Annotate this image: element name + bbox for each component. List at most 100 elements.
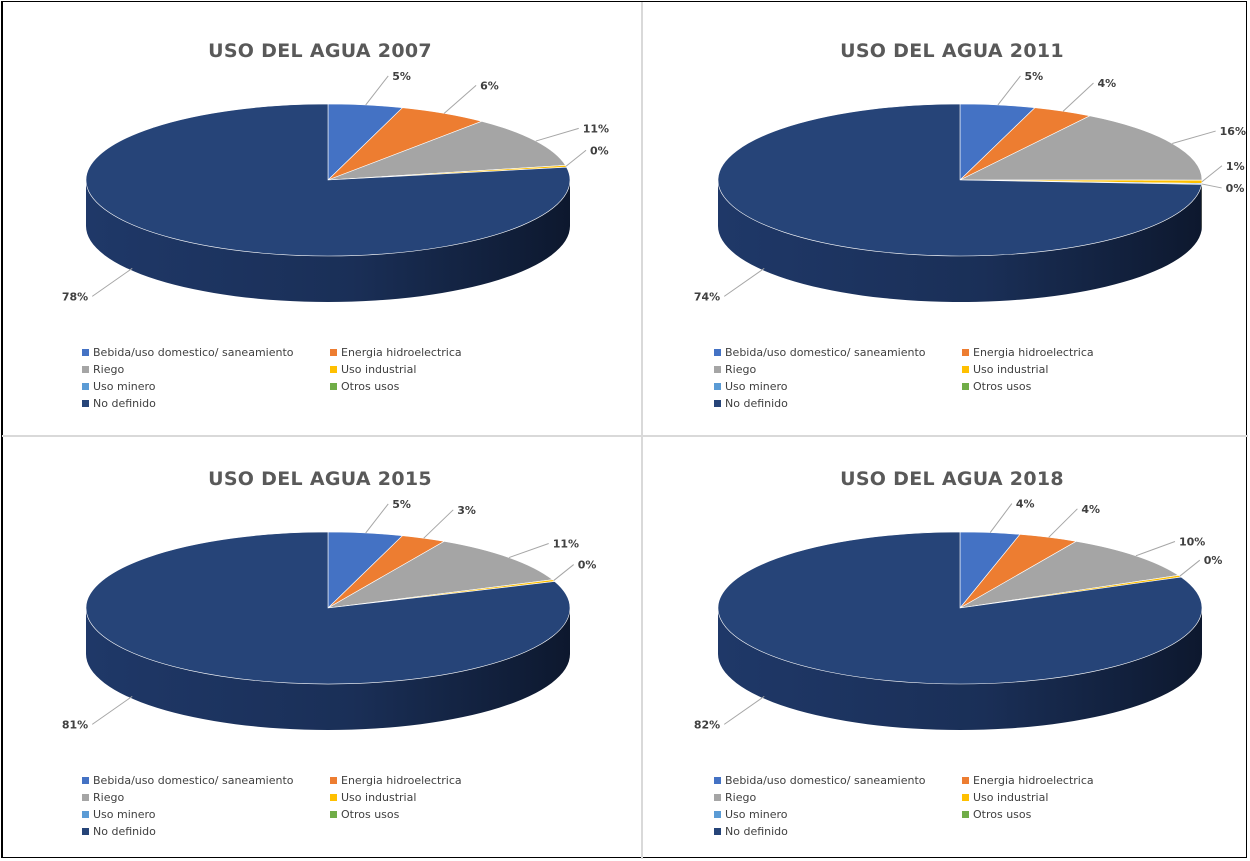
legend-item-no-definido: No definido — [82, 397, 156, 410]
legend-label: Uso industrial — [341, 791, 416, 804]
legend-item-bebida-uso-domestico-saneamiento: Bebida/uso domestico/ saneamiento — [82, 346, 294, 359]
legend-label: Uso minero — [725, 808, 788, 821]
legend-label: Bebida/uso domestico/ saneamiento — [93, 774, 294, 787]
legend-swatch — [82, 794, 89, 801]
legend-item-uso-industrial: Uso industrial — [962, 791, 1048, 804]
legend-label: Otros usos — [973, 380, 1031, 393]
leader-line-bebida-uso-domestico-saneamiento — [998, 76, 1021, 105]
data-label-riego: 10% — [1179, 536, 1205, 549]
legend-swatch — [82, 811, 89, 818]
legend-item-no-definido: No definido — [714, 397, 788, 410]
legend-label: Energia hidroelectrica — [341, 774, 462, 787]
legend-label: No definido — [93, 825, 156, 838]
leader-line-riego — [1136, 542, 1175, 556]
legend-item-uso-minero: Uso minero — [82, 808, 156, 821]
legend-swatch — [714, 366, 721, 373]
legend-label: Otros usos — [341, 380, 399, 393]
legend-swatch — [714, 811, 721, 818]
legend-item-riego: Riego — [714, 791, 756, 804]
pie-chart-2011: USO DEL AGUA 2011 5% 4% 16% 1% 0% 74% Bebida/… — [642, 6, 1250, 431]
leader-line-energia-hidroelectrica — [1049, 509, 1078, 537]
legend-item-bebida-uso-domestico-saneamiento: Bebida/uso domestico/ saneamiento — [714, 774, 926, 787]
legend-swatch — [962, 811, 969, 818]
data-label-bebida-uso-domestico-saneamiento: 5% — [392, 70, 411, 83]
pie-chart-2015: USO DEL AGUA 2015 5% 3% 11% 0% 81% Bebida/us… — [10, 434, 630, 859]
legend-row: Riego Uso industrial — [714, 791, 1250, 808]
legend-swatch — [330, 777, 337, 784]
leader-line-no-definido — [92, 268, 132, 296]
data-label-no-definido: 82% — [694, 718, 720, 731]
legend-item-no-definido: No definido — [714, 825, 788, 838]
leader-line-uso-minero — [1202, 184, 1222, 188]
legend-label: Bebida/uso domestico/ saneamiento — [725, 774, 926, 787]
legend-item-uso-minero: Uso minero — [714, 380, 788, 393]
leader-line-energia-hidroelectrica — [444, 85, 476, 113]
leader-line-riego — [509, 543, 549, 557]
legend: Bebida/uso domestico/ saneamiento Energia… — [714, 346, 1250, 414]
data-label-energia-hidroelectrica: 4% — [1098, 77, 1117, 90]
legend-swatch — [714, 400, 721, 407]
legend-row: No definido — [714, 825, 1250, 842]
leader-line-uso-industrial — [1202, 166, 1222, 182]
legend-swatch — [330, 383, 337, 390]
legend-label: Uso industrial — [973, 363, 1048, 376]
legend-label: Riego — [93, 363, 124, 376]
legend-label: Uso minero — [93, 380, 156, 393]
legend-swatch — [330, 811, 337, 818]
legend-row: Uso minero Otros usos — [714, 380, 1250, 397]
data-label-riego: 11% — [583, 122, 609, 135]
leader-line-energia-hidroelectrica — [424, 510, 453, 538]
leader-line-uso-industrial — [1180, 560, 1200, 576]
pie-plot: 5% 3%11%0%81% — [10, 434, 630, 764]
leader-line-bebida-uso-domestico-saneamiento — [366, 504, 389, 533]
legend-row: Bebida/uso domestico/ saneamiento Energia… — [82, 346, 622, 363]
legend: Bebida/uso domestico/ saneamiento Energia… — [82, 346, 622, 414]
legend-item-energia-hidroelectrica: Energia hidroelectrica — [330, 346, 462, 359]
legend-row: No definido — [82, 825, 622, 842]
legend-swatch — [962, 366, 969, 373]
data-label-bebida-uso-domestico-saneamiento: 5% — [1024, 70, 1043, 83]
legend-swatch — [82, 400, 89, 407]
legend-item-uso-industrial: Uso industrial — [330, 363, 416, 376]
data-label-no-definido: 81% — [62, 718, 88, 731]
legend-swatch — [82, 777, 89, 784]
legend-swatch — [714, 383, 721, 390]
data-label-riego: 16% — [1220, 125, 1246, 138]
leader-line-no-definido — [724, 268, 764, 296]
legend-row: Bebida/uso domestico/ saneamiento Energia… — [714, 774, 1250, 791]
data-label-uso-minero: 0% — [1226, 182, 1245, 195]
legend-item-otros-usos: Otros usos — [962, 380, 1031, 393]
legend-swatch — [714, 349, 721, 356]
legend-label: Riego — [93, 791, 124, 804]
legend: Bebida/uso domestico/ saneamiento Energia… — [82, 774, 622, 842]
leader-line-no-definido — [724, 696, 764, 724]
legend-item-no-definido: No definido — [82, 825, 156, 838]
legend-item-otros-usos: Otros usos — [962, 808, 1031, 821]
legend-row: No definido — [714, 397, 1250, 414]
legend-item-otros-usos: Otros usos — [330, 380, 399, 393]
pie-plot: 5% 6% 11% 0% 78% — [10, 6, 630, 336]
legend-label: No definido — [725, 825, 788, 838]
legend-item-energia-hidroelectrica: Energia hidroelectrica — [330, 774, 462, 787]
legend-swatch — [714, 828, 721, 835]
legend-item-uso-industrial: Uso industrial — [330, 791, 416, 804]
pie-plot: 5%4%16%1%0%74% — [642, 6, 1250, 336]
legend-label: Riego — [725, 791, 756, 804]
legend-label: Otros usos — [973, 808, 1031, 821]
leader-line-energia-hidroelectrica — [1063, 83, 1093, 111]
legend-swatch — [330, 349, 337, 356]
legend-item-riego: Riego — [714, 363, 756, 376]
legend-label: No definido — [93, 397, 156, 410]
legend-item-uso-minero: Uso minero — [714, 808, 788, 821]
legend-swatch — [962, 383, 969, 390]
legend-label: Otros usos — [341, 808, 399, 821]
legend-swatch — [714, 794, 721, 801]
legend-label: Energia hidroelectrica — [973, 774, 1094, 787]
legend-swatch — [82, 366, 89, 373]
legend-label: Bebida/uso domestico/ saneamiento — [725, 346, 926, 359]
legend-swatch — [962, 349, 969, 356]
legend-label: Riego — [725, 363, 756, 376]
data-label-no-definido: 74% — [694, 290, 720, 303]
legend-row: Uso minero Otros usos — [82, 380, 622, 397]
legend-label: No definido — [725, 397, 788, 410]
